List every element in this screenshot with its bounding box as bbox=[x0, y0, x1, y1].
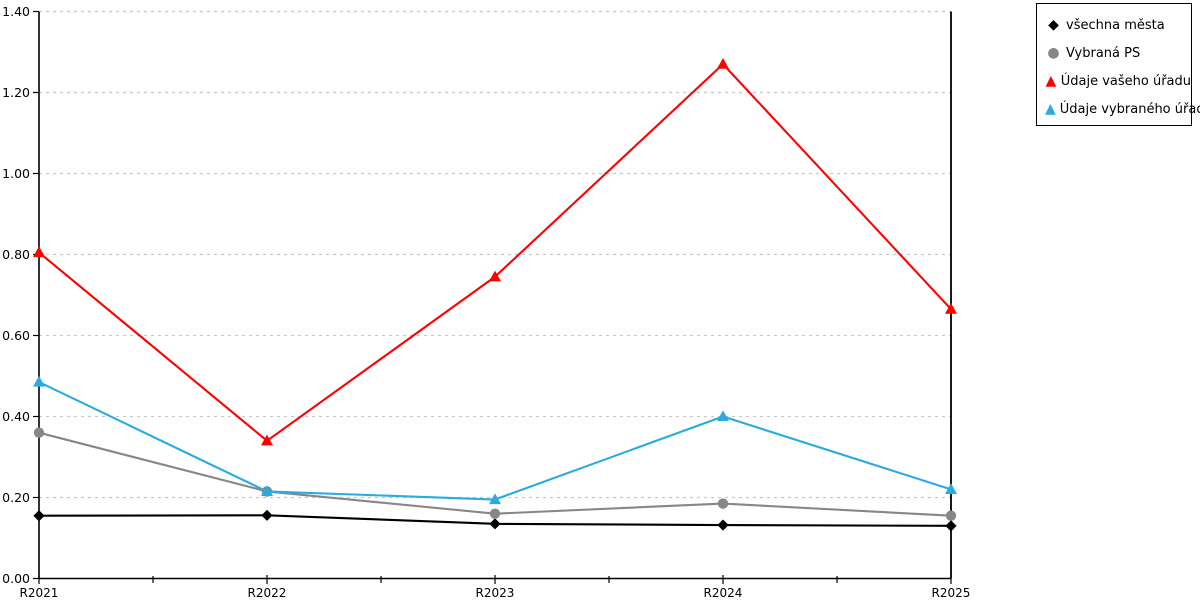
circle-marker bbox=[489, 508, 501, 519]
legend: ◆ všechna města ● Vybraná PS ▲ Údaje vašeho ú… bbox=[1036, 3, 1200, 126]
legend-label: všechna města bbox=[1066, 17, 1165, 33]
y-gridlines bbox=[39, 10, 951, 499]
y-tick-label: 1.40 bbox=[2, 4, 30, 19]
triangle-marker bbox=[261, 485, 273, 497]
series-3 bbox=[33, 57, 957, 446]
y-ticks: 0.00 0.20 0.40 0.60 0.80 1.00 1.20 1.40 bbox=[2, 4, 39, 586]
series-4 bbox=[33, 375, 957, 505]
legend-item-2: ● Vybraná PS bbox=[1045, 39, 1191, 67]
series-2 bbox=[33, 427, 957, 521]
y-tick-label: 0.60 bbox=[2, 328, 30, 343]
triangle-icon: ▲ bbox=[1045, 101, 1056, 117]
y-tick-label: 1.00 bbox=[2, 166, 30, 181]
legend-item-4: ▲ Údaje vybraného úřadu bbox=[1045, 95, 1200, 123]
triangle-marker bbox=[489, 270, 501, 282]
legend-label: Údaje vašeho úřadu bbox=[1060, 73, 1191, 89]
x-tick-label: R2021 bbox=[20, 586, 59, 600]
triangle-marker bbox=[33, 246, 45, 258]
series-line bbox=[38, 63, 952, 442]
triangle-icon: ▲ bbox=[1045, 73, 1057, 89]
x-tick-label: R2024 bbox=[704, 586, 743, 600]
x-ticks: R2021 R2022 R2023 R2024 R2025 bbox=[20, 575, 971, 600]
legend-label: Údaje vybraného úřadu bbox=[1059, 101, 1200, 117]
diamond-marker bbox=[261, 509, 273, 521]
triangle-marker bbox=[945, 302, 957, 314]
diamond-marker bbox=[33, 510, 45, 522]
y-tick-label: 0.40 bbox=[2, 409, 30, 424]
series-1 bbox=[33, 509, 957, 532]
x-tick-label: R2023 bbox=[476, 586, 515, 600]
circle-icon: ● bbox=[1047, 45, 1060, 61]
y-tick-label: 0.80 bbox=[2, 247, 30, 262]
circle-marker bbox=[945, 510, 957, 521]
diamond-marker bbox=[945, 520, 957, 532]
triangle-marker bbox=[489, 493, 501, 505]
legend-item-1: ◆ všechna města bbox=[1045, 11, 1191, 39]
legend-item-3: ▲ Údaje vašeho úřadu bbox=[1045, 67, 1191, 95]
x-tick-label: R2022 bbox=[248, 586, 287, 600]
y-tick-label: 1.20 bbox=[2, 85, 30, 100]
series-line bbox=[38, 381, 952, 501]
diamond-marker bbox=[717, 519, 729, 531]
y-tick-label: 0.00 bbox=[2, 571, 30, 586]
triangle-marker bbox=[261, 434, 273, 446]
diamond-marker bbox=[489, 518, 501, 530]
legend-label: Vybraná PS bbox=[1066, 45, 1141, 61]
x-tick-label: R2025 bbox=[932, 586, 971, 600]
triangle-marker bbox=[945, 483, 957, 494]
diamond-icon: ◆ bbox=[1048, 17, 1059, 33]
triangle-marker bbox=[717, 57, 729, 69]
circle-marker bbox=[33, 427, 45, 438]
y-tick-label: 0.20 bbox=[2, 490, 30, 505]
triangle-marker bbox=[717, 410, 729, 422]
circle-marker bbox=[717, 498, 729, 509]
triangle-marker bbox=[33, 375, 45, 387]
